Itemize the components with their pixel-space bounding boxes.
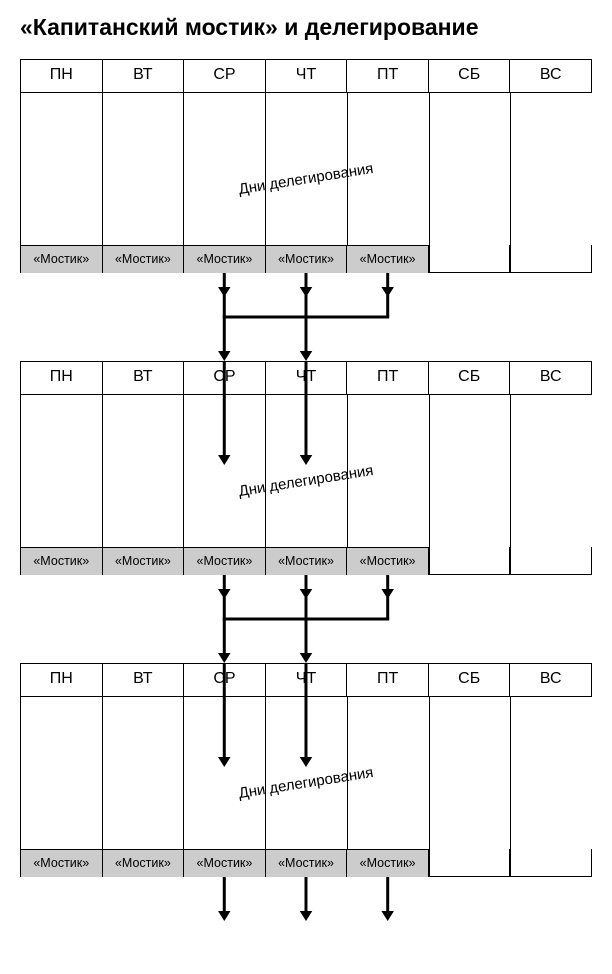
day-header: СБ <box>428 663 510 697</box>
bridge-label: «Мостик» <box>347 245 428 273</box>
week-body-row: «Мостик»«Мостик»«Мостик»«Мостик»«Мостик»… <box>20 697 592 877</box>
bridge-cell: «Мостик» <box>347 245 429 273</box>
bridge-label: «Мостик» <box>266 245 347 273</box>
bridge-row: «Мостик»«Мостик»«Мостик»«Мостик»«Мостик» <box>20 547 592 575</box>
day-header: ВТ <box>102 361 184 395</box>
day-header: СР <box>183 59 265 93</box>
bridge-label: «Мостик» <box>266 547 347 575</box>
day-header: ПТ <box>346 663 428 697</box>
week-header-row: ПНВТСРЧТПТСБВС <box>20 361 592 395</box>
bridge-cell: «Мостик» <box>347 547 429 575</box>
bridge-cell: «Мостик» <box>103 245 185 273</box>
bridge-label: «Мостик» <box>21 245 102 273</box>
bridge-row: «Мостик»«Мостик»«Мостик»«Мостик»«Мостик» <box>20 245 592 273</box>
day-header: ПН <box>20 361 102 395</box>
connector-merge <box>20 575 592 663</box>
bridge-label: «Мостик» <box>103 849 184 877</box>
week-body-row: «Мостик»«Мостик»«Мостик»«Мостик»«Мостик»… <box>20 93 592 273</box>
bridge-cell: «Мостик» <box>184 245 266 273</box>
bridge-cell: «Мостик» <box>103 547 185 575</box>
week-body-row: «Мостик»«Мостик»«Мостик»«Мостик»«Мостик»… <box>20 395 592 575</box>
day-header: ВС <box>509 59 592 93</box>
bridge-cell <box>510 849 592 877</box>
day-header: СБ <box>428 59 510 93</box>
bridge-cell: «Мостик» <box>184 547 266 575</box>
day-header: ЧТ <box>265 663 347 697</box>
connector-merge <box>20 273 592 361</box>
connector-stubs <box>20 877 592 925</box>
week-block: ПНВТСРЧТПТСБВС«Мостик»«Мостик»«Мостик»«М… <box>20 663 592 877</box>
bridge-label: «Мостик» <box>347 849 428 877</box>
day-header: ПН <box>20 59 102 93</box>
bridge-cell: «Мостик» <box>184 849 266 877</box>
weeks-container: ПНВТСРЧТПТСБВС«Мостик»«Мостик»«Мостик»«М… <box>20 59 592 925</box>
week-block: ПНВТСРЧТПТСБВС«Мостик»«Мостик»«Мостик»«М… <box>20 361 592 575</box>
bridge-cell: «Мостик» <box>266 849 348 877</box>
bridge-label: «Мостик» <box>21 849 102 877</box>
bridge-cell <box>429 245 511 273</box>
bridge-cell <box>510 547 592 575</box>
day-header: СР <box>183 663 265 697</box>
bridge-row: «Мостик»«Мостик»«Мостик»«Мостик»«Мостик» <box>20 849 592 877</box>
day-header: ВС <box>509 663 592 697</box>
bridge-label: «Мостик» <box>103 547 184 575</box>
day-header: СБ <box>428 361 510 395</box>
day-header: ПН <box>20 663 102 697</box>
week-block: ПНВТСРЧТПТСБВС«Мостик»«Мостик»«Мостик»«М… <box>20 59 592 273</box>
day-header: ВС <box>509 361 592 395</box>
bridge-cell: «Мостик» <box>266 547 348 575</box>
bridge-cell: «Мостик» <box>103 849 185 877</box>
day-header: ВТ <box>102 663 184 697</box>
bridge-label: «Мостик» <box>184 849 265 877</box>
day-header: СР <box>183 361 265 395</box>
bridge-cell: «Мостик» <box>20 849 103 877</box>
bridge-label: «Мостик» <box>184 245 265 273</box>
day-header: ЧТ <box>265 59 347 93</box>
day-header: ЧТ <box>265 361 347 395</box>
day-header: ПТ <box>346 361 428 395</box>
day-header: ВТ <box>102 59 184 93</box>
bridge-label: «Мостик» <box>21 547 102 575</box>
bridge-cell: «Мостик» <box>20 245 103 273</box>
bridge-cell <box>510 245 592 273</box>
bridge-label: «Мостик» <box>103 245 184 273</box>
week-header-row: ПНВТСРЧТПТСБВС <box>20 663 592 697</box>
week-header-row: ПНВТСРЧТПТСБВС <box>20 59 592 93</box>
page-title: «Капитанский мостик» и делегирование <box>20 14 592 41</box>
bridge-cell: «Мостик» <box>347 849 429 877</box>
bridge-label: «Мостик» <box>347 547 428 575</box>
day-header: ПТ <box>346 59 428 93</box>
bridge-cell: «Мостик» <box>20 547 103 575</box>
bridge-label: «Мостик» <box>184 547 265 575</box>
bridge-cell <box>429 547 511 575</box>
bridge-cell: «Мостик» <box>266 245 348 273</box>
bridge-cell <box>429 849 511 877</box>
bridge-label: «Мостик» <box>266 849 347 877</box>
